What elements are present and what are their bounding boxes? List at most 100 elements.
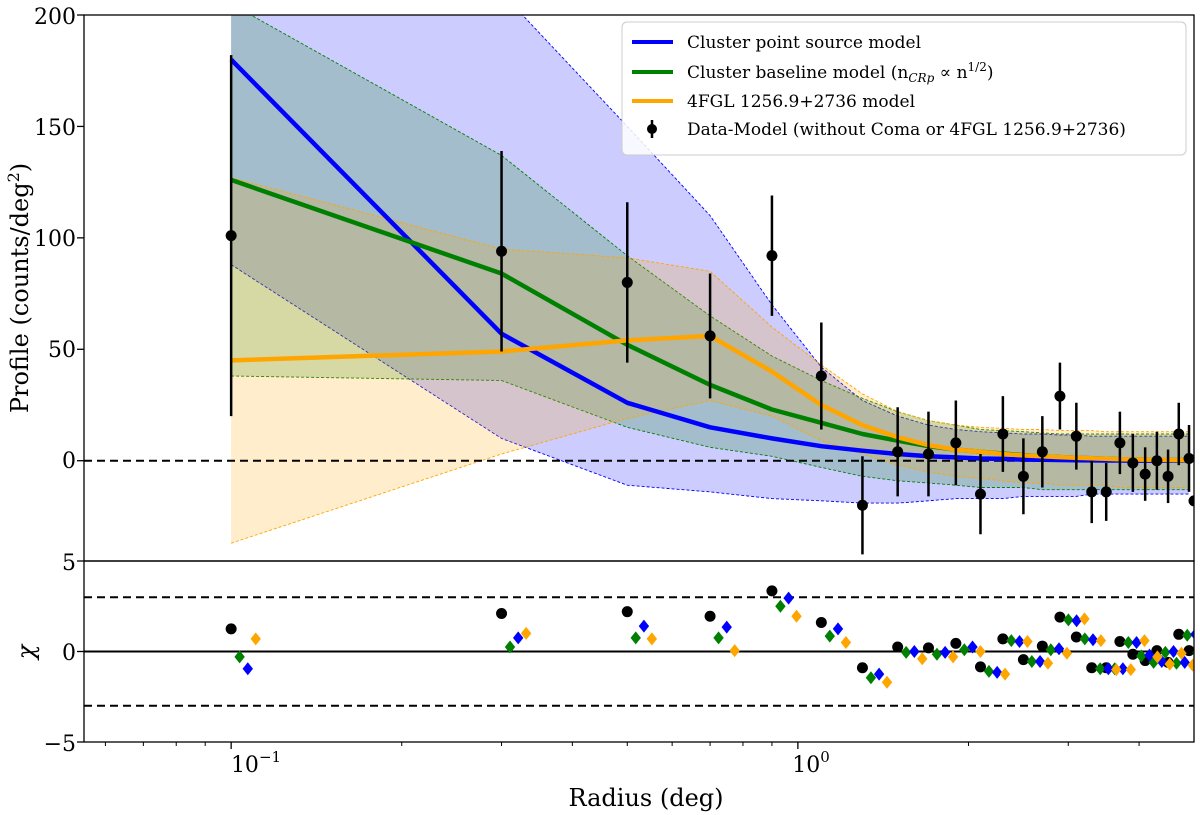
chi-diamond <box>991 665 1003 679</box>
chi-diamond <box>1053 642 1065 656</box>
chi-diamond <box>250 632 261 646</box>
data-point <box>1054 390 1066 402</box>
data-point <box>1139 468 1151 480</box>
chi-diamond <box>638 619 650 633</box>
band-fill-cluster-point-source-model <box>231 15 1189 504</box>
top-y-axis-label: Profile (counts/deg2) <box>4 163 34 413</box>
chi-diamond <box>983 664 995 678</box>
chi-diamond <box>1071 614 1082 628</box>
axis-ticks <box>77 14 1140 749</box>
chi-diamond <box>1182 628 1193 642</box>
chi-diamond <box>873 667 885 681</box>
top-ytick-label: 0 <box>62 449 76 474</box>
chi-diamond <box>939 645 951 659</box>
chi-diamond <box>999 667 1011 681</box>
chi-diamond <box>1156 654 1168 668</box>
data-point <box>1127 457 1139 469</box>
bottom-ytick-label: 5 <box>62 551 76 576</box>
chi-diamond <box>1131 635 1142 649</box>
data-point <box>815 370 827 382</box>
chi-diamond <box>1168 645 1179 658</box>
chi-diamond <box>1014 635 1025 649</box>
legend: Cluster point source model Cluster basel… <box>621 21 1187 156</box>
chi-diamond <box>1061 646 1073 660</box>
legend-label: Data-Model (without Coma or 4FGL 1256.9+… <box>687 120 1126 140</box>
band-upper-edge <box>230 177 1189 433</box>
chi-diamond <box>975 645 986 658</box>
chi-diamond <box>630 631 641 645</box>
chi-diamond <box>832 622 844 636</box>
chi-diamond <box>1034 654 1046 668</box>
data-point <box>1114 437 1126 449</box>
chi-diamond <box>1176 646 1187 660</box>
chi-diamond <box>1152 650 1163 664</box>
chi-diamond <box>1125 663 1136 677</box>
chi-point <box>1127 648 1139 660</box>
chi-diamond <box>1111 663 1122 677</box>
band-upper-edge <box>249 15 1189 435</box>
chi-point <box>496 607 508 619</box>
data-point <box>892 446 904 458</box>
data-point <box>621 276 633 288</box>
chi-diamond <box>840 635 852 649</box>
chi-diamond <box>646 632 658 646</box>
band-fill-cluster-baseline-model <box>231 15 1189 490</box>
legend-marker-dot <box>647 124 657 134</box>
chi-diamond <box>520 626 532 640</box>
chi-diamond <box>881 675 893 689</box>
chi-diamond <box>1187 658 1194 672</box>
chi-diamond <box>1123 635 1134 649</box>
bottom-ytick-label: 0 <box>62 641 76 666</box>
chi-diamond <box>1164 657 1175 671</box>
chi-diamond <box>775 599 786 613</box>
chi-diamond <box>1139 634 1150 648</box>
chi-diamond <box>1087 633 1099 647</box>
chi-diamond <box>967 640 978 654</box>
data-point <box>1100 486 1112 498</box>
legend-label: Cluster point source model <box>687 33 921 53</box>
x-axis-label: Radius (deg) <box>568 784 723 812</box>
data-point <box>766 250 778 262</box>
chi-diamond <box>1171 656 1182 670</box>
chi-point <box>922 642 934 654</box>
bottom-ytick-label: −5 <box>44 732 76 757</box>
top-ytick-label: 50 <box>48 338 76 363</box>
data-point <box>922 448 934 460</box>
chi-diamond <box>1079 612 1090 626</box>
chi-diamond <box>1160 645 1171 659</box>
chi-diamond <box>1190 629 1194 640</box>
chi-diamond <box>909 645 920 658</box>
chi-point <box>950 637 962 649</box>
top-ytick-label: 200 <box>34 5 76 30</box>
data-point <box>856 499 868 511</box>
data-point <box>1151 455 1163 467</box>
legend-label: Cluster baseline model (nCRp ∝ n1/2) <box>687 60 993 85</box>
chi-diamond <box>1094 662 1106 676</box>
chi-diamond <box>504 640 516 654</box>
chi-diamond <box>783 591 794 605</box>
chi-reference-lines <box>84 596 1194 707</box>
chi-point <box>704 610 716 622</box>
chi-diamond <box>1179 655 1190 669</box>
chi-point <box>1173 628 1185 640</box>
data-point <box>950 437 962 449</box>
chi-points <box>225 585 1194 689</box>
chi-diamond <box>1063 613 1074 627</box>
chi-diamond <box>931 647 943 661</box>
chi-diamond <box>512 631 524 645</box>
chi-diamond <box>1144 648 1155 662</box>
chi-diamond <box>1022 635 1033 649</box>
data-point <box>1173 428 1185 440</box>
bottom-y-axis-label: χ <box>12 643 40 661</box>
data-point <box>1070 430 1082 442</box>
data-point <box>1036 446 1048 458</box>
data-point <box>1162 470 1174 482</box>
chi-point <box>1086 662 1098 674</box>
chi-diamond <box>1103 662 1114 676</box>
chi-diamond <box>900 645 912 659</box>
data-point <box>1188 495 1194 507</box>
chi-diamond <box>234 650 245 664</box>
chi-diamond <box>1045 643 1057 657</box>
chi-point <box>621 606 633 618</box>
